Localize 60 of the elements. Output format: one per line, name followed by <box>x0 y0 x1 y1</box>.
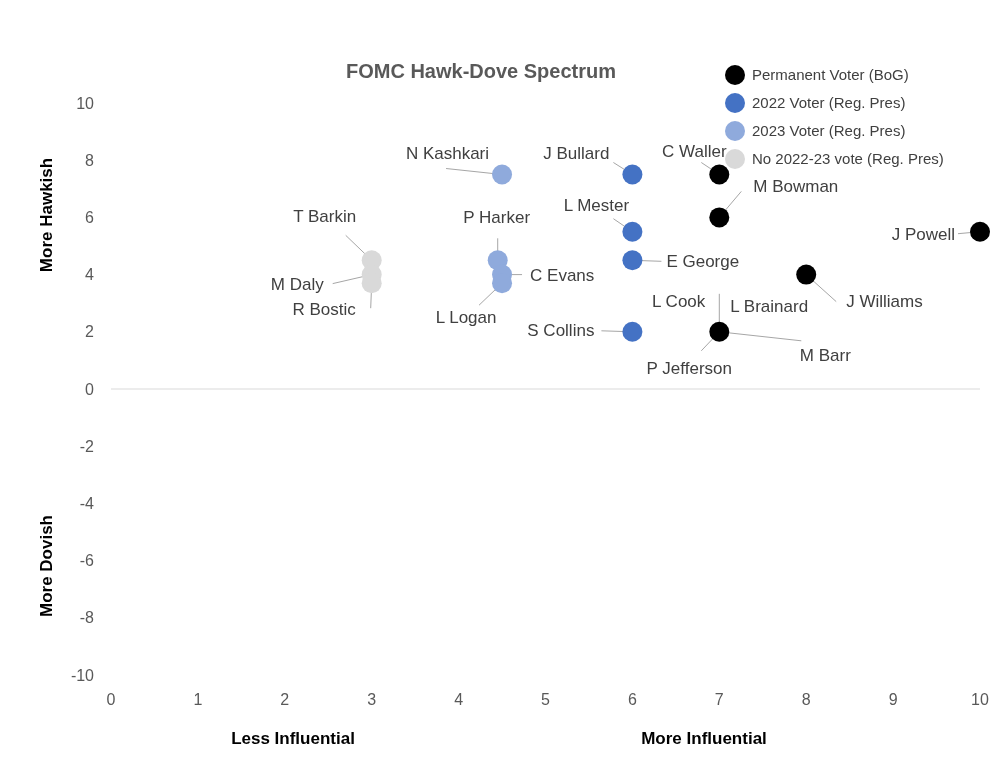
y-tick-label: -2 <box>79 437 95 455</box>
point <box>492 164 513 185</box>
annotation: C Waller <box>662 141 727 161</box>
annotation: J Williams <box>846 291 923 311</box>
point <box>709 164 730 185</box>
annotation: C Evans <box>530 265 595 285</box>
point <box>622 164 643 185</box>
y-tick-label: -8 <box>79 609 95 627</box>
x-tick-label: 9 <box>888 691 898 708</box>
x-tick-label: 4 <box>454 691 464 708</box>
annotation: P Jefferson <box>646 358 732 378</box>
y-tick-label: -6 <box>79 552 95 570</box>
legend-label: No 2022-23 vote (Reg. Pres) <box>752 150 944 168</box>
x-tick-label: 1 <box>193 691 203 708</box>
point <box>622 321 643 342</box>
y-tick-label: 8 <box>85 151 95 169</box>
legend-label: 2023 Voter (Reg. Pres) <box>752 122 906 140</box>
text: More Dovish <box>36 514 56 618</box>
annotation: R Bostic <box>292 300 357 320</box>
y-tick-label: 6 <box>85 209 95 226</box>
annotation: M Barr <box>799 345 852 365</box>
x-tick-label: 8 <box>801 691 811 708</box>
annotation: L Mester <box>563 195 630 215</box>
y-tick-label: -10 <box>70 666 95 684</box>
annotation: M Daly <box>270 274 325 294</box>
y-tick-label: 0 <box>85 380 95 398</box>
x-tick-label: 10 <box>971 691 989 708</box>
y-tick-label: -4 <box>79 495 95 512</box>
annotation: L Logan <box>435 308 497 328</box>
point <box>970 221 990 242</box>
annotation: J Bullard <box>543 143 610 163</box>
legend-label: 2022 Voter (Reg. Pres) <box>752 94 906 112</box>
x-tick-label: 5 <box>541 691 551 708</box>
annotation: S Collins <box>527 320 595 340</box>
legend-label: Permanent Voter (BoG) <box>752 66 909 84</box>
x-tick-label: 0 <box>106 691 116 708</box>
x-tick-label: 2 <box>280 691 290 708</box>
point <box>796 264 817 285</box>
annotation: P Harker <box>463 208 531 228</box>
text: More Hawkish <box>36 157 56 273</box>
point <box>709 207 730 228</box>
x-tick-label: 3 <box>367 691 377 708</box>
point <box>622 221 643 242</box>
text: Less Influential <box>231 729 355 748</box>
x-tick-label: 6 <box>627 691 637 708</box>
y-tick-label: 4 <box>85 266 95 284</box>
annotation: L Cook <box>652 291 706 311</box>
y-tick-label: 2 <box>85 323 95 341</box>
chart-title: FOMC Hawk-Dove Spectrum <box>345 60 617 82</box>
text: More Influential <box>641 729 767 748</box>
x-tick-label: 7 <box>714 691 724 708</box>
annotation: J Powell <box>891 224 955 244</box>
annotation: E George <box>666 252 740 272</box>
y-tick-label: 10 <box>76 94 95 112</box>
point <box>622 250 643 271</box>
point <box>709 321 730 342</box>
annotation: T Barkin <box>293 207 357 227</box>
annotation: N Kashkari <box>405 143 490 163</box>
annotation: M Bowman <box>753 177 839 197</box>
annotation: L Brainard <box>730 296 809 316</box>
